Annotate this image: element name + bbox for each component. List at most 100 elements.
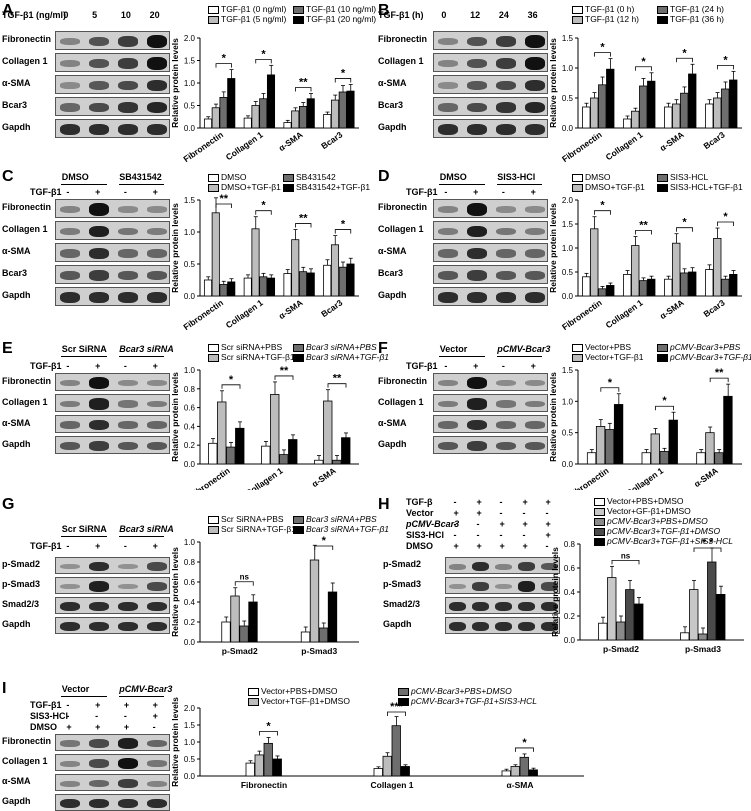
significance-mark: * <box>682 47 687 59</box>
bar <box>235 427 245 465</box>
y-tick-label: 1.5 <box>184 196 196 205</box>
y-tick-label: 0.0 <box>562 460 574 469</box>
bar <box>672 103 681 129</box>
legend-entry: DMSO+TGF-β1 <box>208 182 281 192</box>
row-label: Collagen 1 <box>2 224 48 234</box>
significance-mark: * <box>266 720 271 732</box>
panel-label: C <box>2 168 14 185</box>
significance-mark: * * <box>702 537 714 549</box>
blot-strip <box>55 97 170 116</box>
category-label: Collagen 1 <box>224 297 265 330</box>
blot-strip <box>433 265 548 284</box>
significance-mark: ** <box>219 193 228 205</box>
bar <box>606 68 615 129</box>
treatment-label: TGF-β1 <box>30 187 62 197</box>
bar <box>346 90 355 129</box>
blot-strip <box>55 734 170 751</box>
band <box>60 82 81 89</box>
bar <box>590 97 599 129</box>
y-tick-label: 0.6 <box>564 564 576 573</box>
band <box>146 400 167 408</box>
significance-bracket <box>693 547 722 552</box>
bar <box>323 114 332 129</box>
row-label: Fibronectin <box>2 202 51 212</box>
significance-bracket <box>215 63 232 68</box>
panel-label: E <box>2 340 13 357</box>
blot-strip <box>433 53 548 72</box>
y-tick-label: 0.0 <box>184 124 196 133</box>
treatment-label: TGF-β1 <box>30 541 62 551</box>
blot-strip <box>433 31 548 50</box>
bar <box>689 589 699 641</box>
group-label: pCMV-Bcar3 <box>497 344 551 354</box>
sign: + <box>522 541 528 551</box>
legend-swatch <box>293 15 304 24</box>
bar <box>680 632 690 641</box>
blot-strip <box>55 557 170 574</box>
blot-strip <box>55 75 170 94</box>
significance-bracket <box>594 210 611 215</box>
bar <box>582 106 591 129</box>
band <box>89 441 110 451</box>
significance-bracket <box>717 221 734 227</box>
legend-swatch <box>208 353 219 362</box>
significance-bracket <box>259 731 278 736</box>
significance-mark: * <box>341 67 346 79</box>
legend-swatch <box>293 5 304 14</box>
blot-strip <box>433 199 548 218</box>
group-label: SIS3-HCl <box>497 172 536 182</box>
legend-swatch <box>208 5 219 14</box>
group-label: pCMV-Bcar3 <box>119 684 173 694</box>
significance-bracket <box>221 384 241 389</box>
category-label: Fibronectin <box>181 297 225 330</box>
blot-strip <box>55 754 170 771</box>
band <box>524 123 545 136</box>
row-label: Bcar3 <box>378 268 404 278</box>
band <box>89 581 110 592</box>
significance-bracket <box>334 78 352 83</box>
legend-entry: pCMV-Bcar3+PBS+DMSO <box>594 516 708 526</box>
band <box>518 601 535 612</box>
sign: - <box>152 722 156 732</box>
legend-label: Scr siRNA+PBS <box>221 342 283 352</box>
y-tick-label: 0.5 <box>184 260 196 269</box>
legend-entry: Bcar3 siRNA+PBS <box>293 342 377 352</box>
legend-label: pCMV-Bcar3+TGF-β1+DMSO <box>607 526 721 536</box>
band <box>449 563 466 570</box>
band <box>495 58 516 69</box>
group-label: Bcar3 siRNA <box>119 344 174 354</box>
treatment-label: TGF-β <box>406 497 433 507</box>
sign: + <box>530 361 536 371</box>
bar <box>647 278 656 297</box>
sign: + <box>95 187 101 197</box>
legend-swatch <box>283 183 294 192</box>
treatment-label: TGF-β1 (h) <box>378 10 424 20</box>
row-label: Gapdh <box>2 438 31 449</box>
row-label: Fibronectin <box>378 202 427 212</box>
band <box>524 270 545 281</box>
blot-strip <box>55 287 170 306</box>
bar <box>219 97 228 129</box>
bar <box>598 622 608 641</box>
legend-swatch <box>657 343 668 352</box>
group-underline <box>118 696 164 697</box>
bar <box>332 459 342 465</box>
category-label: α-SMA <box>507 780 534 790</box>
band <box>117 80 138 91</box>
y-tick-label: 1.0 <box>562 244 574 253</box>
band <box>146 798 167 809</box>
legend-entry: TGF-β1 (10 ng/ml) <box>293 4 376 14</box>
bar <box>519 756 529 777</box>
band <box>524 206 545 213</box>
bar <box>279 454 289 465</box>
band <box>117 779 138 788</box>
row-label: Smad2/3 <box>2 599 40 609</box>
bar-chart: 0.0 0.5 1.0 1.5 Relative protein levels * Fibr… <box>548 34 742 164</box>
significance-mark: * <box>341 219 346 231</box>
band <box>117 400 138 408</box>
legend-label: Bcar3 siRNA+TGF-β1 <box>306 524 390 534</box>
sign: - <box>66 187 70 197</box>
band <box>495 563 512 570</box>
y-tick-label: 0.5 <box>562 94 574 103</box>
bar-chart: 0.0 0.2 0.4 0.6 0.8 1.0 Relative protein level… <box>170 365 359 490</box>
